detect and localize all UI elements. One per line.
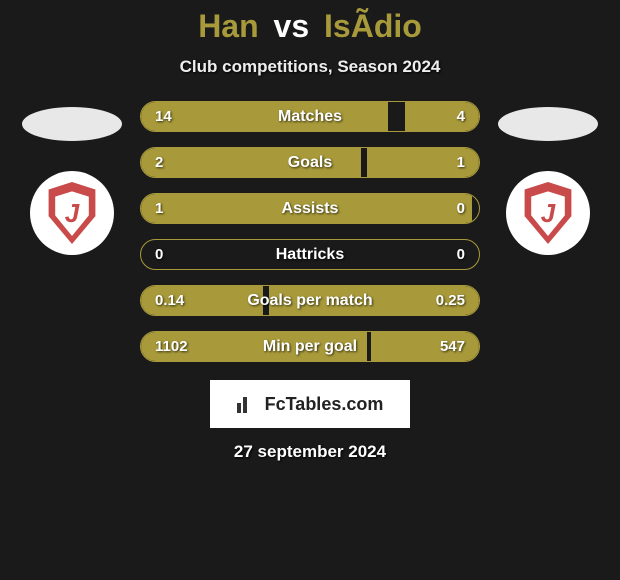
player-right-name: IsÃ­dio [324,8,422,44]
shield-letter-right: J [528,189,568,237]
stat-value-right: 0 [457,200,465,217]
stat-row: 14Matches4 [140,101,480,132]
player-avatar-right [498,107,598,141]
shield-letter-left: J [52,189,92,237]
stat-value-left: 2 [155,154,163,171]
stat-bar-right [405,102,479,131]
stats-column: 14Matches42Goals11Assists00Hattricks00.1… [140,101,480,362]
stat-value-right: 1 [457,154,465,171]
brand-badge[interactable]: FcTables.com [210,380,410,428]
comparison-card: Han vs IsÃ­dio Club competitions, Season… [0,0,620,462]
stat-bar-left [141,148,361,177]
stat-value-right: 547 [440,338,465,355]
stat-value-right: 0 [457,246,465,263]
stat-value-left: 0.14 [155,292,184,309]
stat-row: 2Goals1 [140,147,480,178]
stat-value-left: 1 [155,200,163,217]
stat-row: 1Assists0 [140,193,480,224]
shield-icon: J [46,182,98,244]
stat-row: 0.14Goals per match0.25 [140,285,480,316]
player-left-name: Han [198,8,258,44]
bar-chart-icon [237,395,259,413]
left-column: J [22,101,122,255]
shield-icon: J [522,182,574,244]
stat-value-left: 14 [155,108,172,125]
team-badge-left: J [30,171,114,255]
team-badge-right: J [506,171,590,255]
stat-row: 1102Min per goal547 [140,331,480,362]
content-row: J 14Matches42Goals11Assists00Hattricks00… [0,101,620,362]
stat-value-right: 4 [457,108,465,125]
stat-bar-left [141,102,388,131]
right-column: J [498,101,598,255]
brand-text: FcTables.com [265,394,384,415]
subtitle: Club competitions, Season 2024 [0,57,620,77]
stat-label: Hattricks [141,246,479,264]
vs-label: vs [274,8,310,44]
date-label: 27 september 2024 [0,442,620,462]
stat-row: 0Hattricks0 [140,239,480,270]
stat-value-left: 0 [155,246,163,263]
player-avatar-left [22,107,122,141]
page-title: Han vs IsÃ­dio [0,8,620,45]
stat-bar-left [141,194,472,223]
stat-value-left: 1102 [155,338,188,355]
stat-value-right: 0.25 [436,292,465,309]
